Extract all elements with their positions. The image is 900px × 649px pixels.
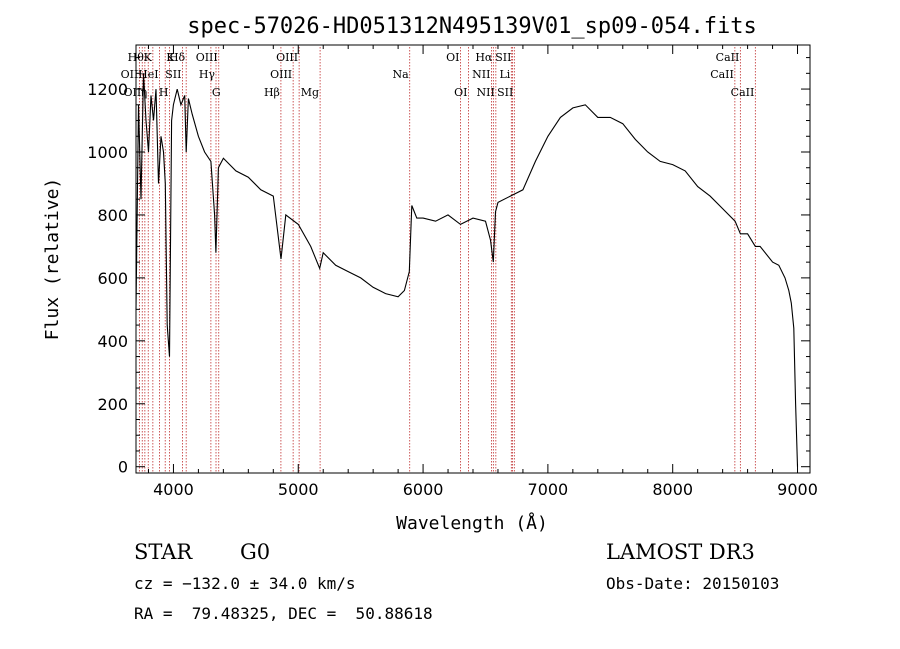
spectral-line-label: Hβ — [264, 86, 280, 99]
x-tick-label: 6000 — [403, 480, 444, 499]
spectral-line-label: SII — [497, 86, 513, 99]
spectral-line-label: SII — [165, 68, 181, 81]
spectral-line-label: NII — [472, 68, 490, 81]
x-axis-label: Wavelength (Å) — [396, 512, 548, 534]
spectral-line-label: Hα — [475, 51, 493, 64]
x-tick-label: 7000 — [528, 480, 569, 499]
object-class: STAR — [134, 540, 193, 564]
spectral-line-label: Hδ — [169, 51, 186, 64]
y-axis-label: Flux (relative) — [42, 178, 63, 341]
spectral-line-label: K — [166, 51, 175, 64]
spectral-line-labels: OIIOIIHθηKHeIKHSIIHδGHγOIIIHβOIIIOIIIMgN… — [121, 51, 755, 99]
spectral-line-label: OIII — [276, 51, 298, 64]
cz-value: cz = −132.0 ± 34.0 km/s — [134, 574, 356, 593]
subclass: G0 — [240, 540, 271, 564]
spectral-line-label: SII — [495, 51, 511, 64]
y-tick-label: 600 — [97, 269, 128, 288]
spectral-line-label: η — [141, 86, 148, 99]
y-tick-label: 1200 — [87, 80, 128, 99]
spectral-line-label: Mg — [301, 86, 319, 99]
y-tick-label: 400 — [97, 332, 128, 351]
spectral-line-label: OII — [121, 68, 139, 81]
spectral-line-label: OIII — [196, 51, 218, 64]
x-tick-label: 5000 — [278, 480, 319, 499]
spectral-line-markers — [138, 47, 756, 473]
x-tick-label: 8000 — [652, 480, 693, 499]
survey-name: LAMOST DR3 — [606, 540, 755, 564]
spectral-line-label: H — [159, 86, 169, 99]
spectral-line-label: K — [144, 51, 153, 64]
spectral-line-label: Li — [499, 68, 510, 81]
y-tick-label: 800 — [97, 206, 128, 225]
spectral-line-label: OIII — [270, 68, 292, 81]
y-tick-label: 200 — [97, 395, 128, 414]
spectral-line-label: Na — [393, 68, 410, 81]
x-axis: 4000 5000 6000 7000 8000 9000 — [147, 45, 818, 499]
spectral-line-label: CaII — [731, 86, 755, 99]
coordinates: RA = 79.48325, DEC = 50.88618 — [134, 604, 433, 623]
spectral-line-label: NII — [477, 86, 495, 99]
chart-title: spec-57026-HD051312N495139V01_sp09-054.f… — [187, 14, 757, 39]
spectral-line-label: OI — [446, 51, 459, 64]
spectrum-line — [135, 73, 799, 467]
spectral-line-label: Hγ — [199, 68, 216, 81]
plot-frame — [135, 44, 811, 474]
x-tick-label: 4000 — [153, 480, 194, 499]
obs-date: Obs-Date: 20150103 — [606, 574, 780, 593]
x-tick-label: 9000 — [777, 480, 818, 499]
spectral-line-label: HeI — [138, 68, 158, 81]
spectral-line-label: CaII — [710, 68, 734, 81]
spectral-line-label: CaII — [716, 51, 740, 64]
y-axis: 0 200 400 600 800 1000 1200 — [87, 57, 810, 477]
y-tick-label: 1000 — [87, 143, 128, 162]
spectral-line-label: OI — [454, 86, 467, 99]
y-tick-label: 0 — [118, 458, 128, 477]
spectral-line-label: G — [212, 86, 221, 99]
